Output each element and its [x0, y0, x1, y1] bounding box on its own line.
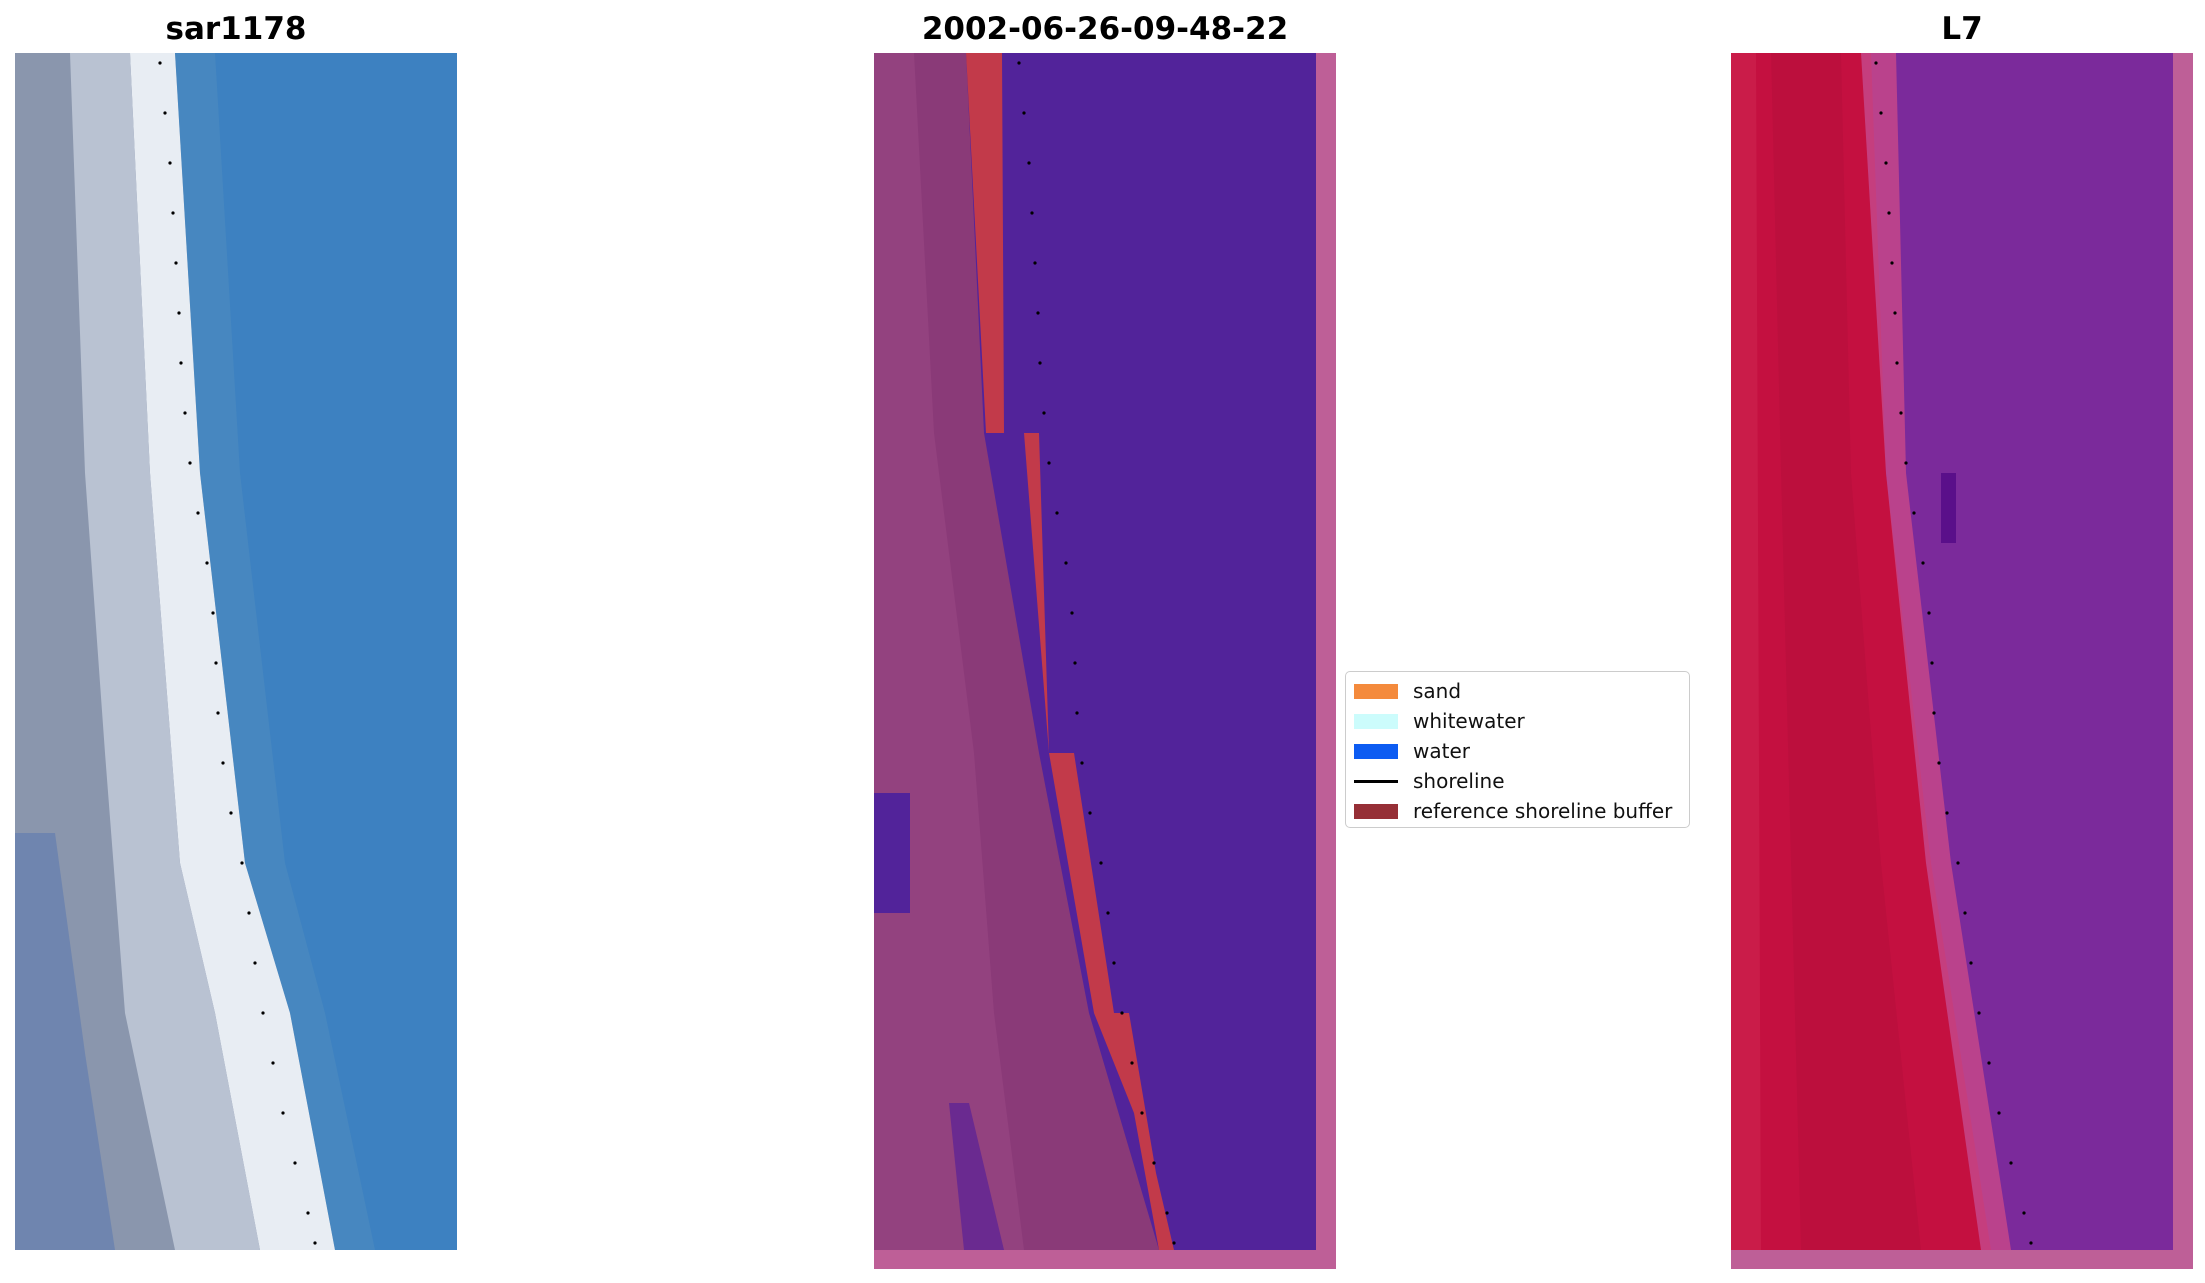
index-image: [1731, 53, 2193, 1269]
legend-item-shoreline: shoreline: [1346, 766, 1689, 796]
rgb-satellite-image: [15, 53, 457, 1250]
legend-label: water: [1413, 739, 1470, 763]
classified-image: [874, 53, 1336, 1269]
water-swatch: [1354, 744, 1398, 759]
panel-title-rgb: sar1178: [165, 11, 307, 47]
legend-item-reference-buffer: reference shoreline buffer: [1346, 796, 1689, 826]
panel-title-classified: 2002-06-26-09-48-22: [921, 11, 1289, 47]
shoreline-dots: [158, 61, 317, 1245]
legend-label: whitewater: [1413, 709, 1525, 733]
legend: sand whitewater water shoreline referenc…: [1345, 671, 1690, 828]
legend-label: reference shoreline buffer: [1413, 799, 1673, 823]
sand-swatch: [1354, 684, 1398, 699]
buffer-swatch: [1354, 804, 1398, 819]
legend-item-whitewater: whitewater: [1346, 706, 1689, 736]
shoreline-line: [1354, 780, 1398, 783]
legend-label: shoreline: [1413, 769, 1505, 793]
legend-item-water: water: [1346, 736, 1689, 766]
legend-label: sand: [1413, 679, 1462, 703]
legend-item-sand: sand: [1346, 676, 1689, 706]
whitewater-swatch: [1354, 714, 1398, 729]
panel-title-index: L7: [1941, 11, 1983, 47]
